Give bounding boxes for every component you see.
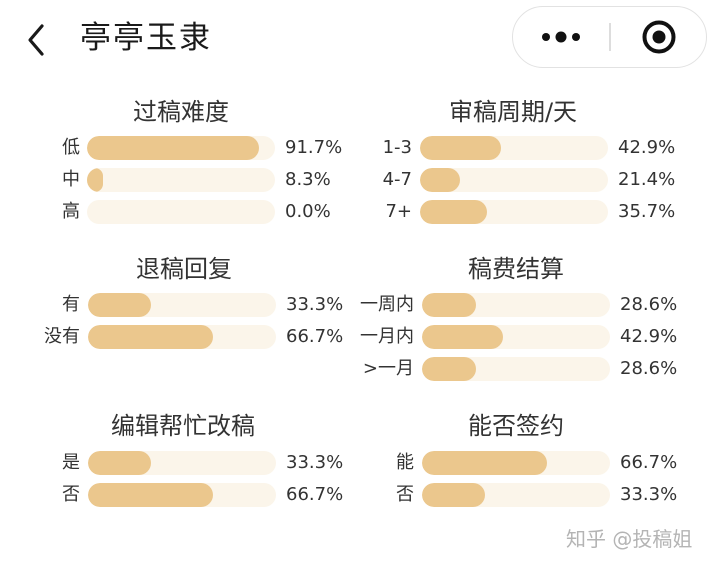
bar-track xyxy=(422,357,610,381)
row-value: 66.7% xyxy=(620,452,678,473)
bar-fill xyxy=(88,483,214,507)
row-label: 没有 xyxy=(44,326,80,347)
nav-header: 亭亭玉隶 xyxy=(0,0,720,80)
bar-track xyxy=(422,483,610,507)
bar-fill xyxy=(420,200,488,224)
panel-title: 过稿难度 xyxy=(133,98,229,126)
stat-row: 能 66.7% xyxy=(0,448,720,478)
bar-fill xyxy=(88,293,151,317)
bar-fill xyxy=(422,483,485,507)
stat-row: 否 66.7% xyxy=(0,480,720,510)
bar-fill xyxy=(422,325,503,349)
row-value: 91.7% xyxy=(285,137,343,158)
row-label: 一月内 xyxy=(360,326,414,347)
page-title: 亭亭玉隶 xyxy=(80,20,212,56)
bar-track xyxy=(88,483,276,507)
bar-fill xyxy=(87,168,103,192)
row-value: 28.6% xyxy=(620,358,678,379)
stat-row: 中 8.3% xyxy=(0,165,720,195)
target-circle-icon xyxy=(642,20,675,53)
row-value: 8.3% xyxy=(285,169,331,190)
row-value: 42.9% xyxy=(618,137,676,158)
watermark: 知乎 @投稿姐 xyxy=(566,527,693,551)
row-value: 33.3% xyxy=(286,452,344,473)
row-value: 66.7% xyxy=(286,484,344,505)
stat-row: 一月内 42.9% xyxy=(0,322,720,352)
chevron-left-icon[interactable] xyxy=(22,20,52,60)
row-value: 28.6% xyxy=(620,294,678,315)
stat-row: 有 33.3% xyxy=(0,290,720,320)
bar-fill xyxy=(422,293,476,317)
stat-row: 4-7 21.4% xyxy=(0,165,720,195)
bar-track xyxy=(87,168,275,192)
stat-row: 否 33.3% xyxy=(0,480,720,510)
row-label: >一月 xyxy=(362,358,414,379)
stat-row: 1-3 42.9% xyxy=(0,133,720,163)
bar-track xyxy=(422,451,610,475)
row-label: 否 xyxy=(396,484,414,505)
bar-track xyxy=(422,325,610,349)
bar-fill xyxy=(88,325,214,349)
row-value: 0.0% xyxy=(285,201,331,222)
bar-track xyxy=(88,293,276,317)
bar-fill xyxy=(420,168,461,192)
bar-fill xyxy=(88,451,151,475)
bar-fill xyxy=(422,451,548,475)
stat-row: 没有 66.7% xyxy=(0,322,720,352)
row-value: 66.7% xyxy=(286,326,344,347)
panel-title: 审稿周期/天 xyxy=(448,98,578,126)
bar-track xyxy=(420,168,608,192)
bar-track xyxy=(422,293,610,317)
stat-row: 一周内 28.6% xyxy=(0,290,720,320)
row-label: 能 xyxy=(396,452,414,473)
row-value: 33.3% xyxy=(620,484,678,505)
bar-fill xyxy=(422,357,476,381)
panel-title: 稿费结算 xyxy=(468,255,564,283)
mini-program-capsule xyxy=(512,6,707,68)
row-label: 有 xyxy=(62,294,80,315)
panel-title: 能否签约 xyxy=(468,412,564,440)
bar-track xyxy=(420,136,608,160)
row-label: 一周内 xyxy=(360,294,414,315)
row-label: 中 xyxy=(62,169,80,190)
row-label: 是 xyxy=(62,452,80,473)
row-label: 低 xyxy=(62,137,80,158)
row-label: 1-3 xyxy=(382,137,412,158)
bar-fill xyxy=(87,136,260,160)
bar-track xyxy=(88,451,276,475)
row-label: 4-7 xyxy=(382,169,412,190)
row-value: 33.3% xyxy=(286,294,344,315)
stat-row: 7+ 35.7% xyxy=(0,197,720,227)
bar-track xyxy=(88,325,276,349)
stat-row: 是 33.3% xyxy=(0,448,720,478)
stat-row: >一月 28.6% xyxy=(0,354,720,384)
row-label: 否 xyxy=(62,484,80,505)
bar-track xyxy=(87,200,275,224)
row-value: 35.7% xyxy=(618,201,676,222)
panel-title: 编辑帮忙改稿 xyxy=(111,412,255,440)
row-label: 7+ xyxy=(385,201,412,222)
row-value: 42.9% xyxy=(620,326,678,347)
more-dots-icon xyxy=(542,31,580,42)
bar-track xyxy=(87,136,275,160)
row-value: 21.4% xyxy=(618,169,676,190)
stat-row: 低 91.7% xyxy=(0,133,720,163)
stat-row: 高 0.0% xyxy=(0,197,720,227)
row-label: 高 xyxy=(62,201,80,222)
capsule-divider xyxy=(609,23,611,51)
more-button[interactable] xyxy=(513,7,609,66)
panel-title: 退稿回复 xyxy=(136,255,232,283)
close-button[interactable] xyxy=(611,7,706,66)
bar-track xyxy=(420,200,608,224)
bar-fill xyxy=(420,136,501,160)
